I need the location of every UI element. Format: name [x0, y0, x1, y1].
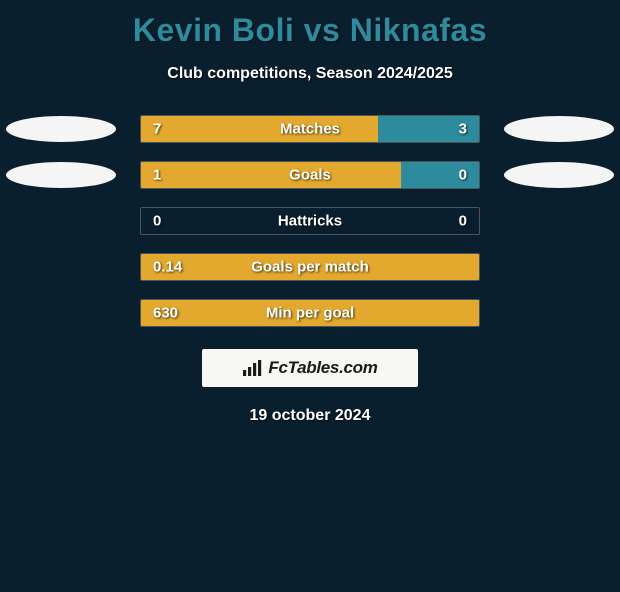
date-label: 19 october 2024: [0, 407, 620, 425]
stat-row: 7 Matches 3: [0, 115, 620, 143]
subtitle: Club competitions, Season 2024/2025: [0, 65, 620, 83]
player-left-placeholder: [6, 162, 116, 188]
player-right-placeholder: [504, 116, 614, 142]
stat-value-left: 0.14: [153, 259, 182, 276]
stat-value-left: 7: [153, 121, 161, 138]
logo: FcTables.com: [202, 349, 418, 387]
player-right-placeholder: [504, 162, 614, 188]
bar-left-fill: [141, 162, 401, 188]
stat-row: 0.14 Goals per match: [0, 253, 620, 281]
stats-container: 7 Matches 3 1 Goals 0 0 Hattricks 0 0.14 Goals per…: [0, 115, 620, 327]
stat-value-left: 630: [153, 305, 178, 322]
stat-value-right: 0: [459, 167, 467, 184]
player-left-placeholder: [6, 116, 116, 142]
stat-label: Min per goal: [266, 305, 354, 322]
stat-bar: 0 Hattricks 0: [140, 207, 480, 235]
stat-bar: 630 Min per goal: [140, 299, 480, 327]
stat-row: 630 Min per goal: [0, 299, 620, 327]
stat-label: Goals: [289, 167, 331, 184]
stat-value-right: 0: [459, 213, 467, 230]
stat-row: 0 Hattricks 0: [0, 207, 620, 235]
stat-label: Goals per match: [251, 259, 369, 276]
logo-text: FcTables.com: [268, 358, 377, 378]
stat-label: Hattricks: [278, 213, 342, 230]
stat-bar: 7 Matches 3: [140, 115, 480, 143]
stat-value-left: 0: [153, 213, 161, 230]
stat-value-left: 1: [153, 167, 161, 184]
stat-value-right: 3: [459, 121, 467, 138]
bar-right-fill: [401, 162, 479, 188]
stat-row: 1 Goals 0: [0, 161, 620, 189]
stat-bar: 0.14 Goals per match: [140, 253, 480, 281]
page-title: Kevin Boli vs Niknafas: [0, 12, 620, 49]
bar-chart-icon: [242, 359, 264, 377]
stat-bar: 1 Goals 0: [140, 161, 480, 189]
stat-label: Matches: [280, 121, 340, 138]
bar-left-fill: [141, 116, 378, 142]
